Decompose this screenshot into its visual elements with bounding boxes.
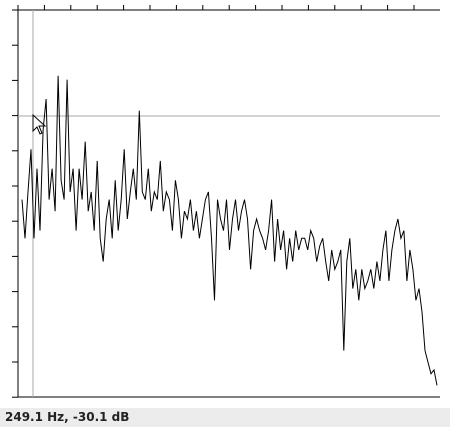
plot-background xyxy=(0,0,450,408)
spectrum-plot xyxy=(0,0,450,408)
status-bar: 249.1 Hz, -30.1 dB xyxy=(0,408,450,427)
status-text: 249.1 Hz, -30.1 dB xyxy=(5,410,130,424)
mouse-cursor xyxy=(32,113,47,135)
spectrum-line xyxy=(21,75,438,386)
ticks xyxy=(12,5,415,398)
